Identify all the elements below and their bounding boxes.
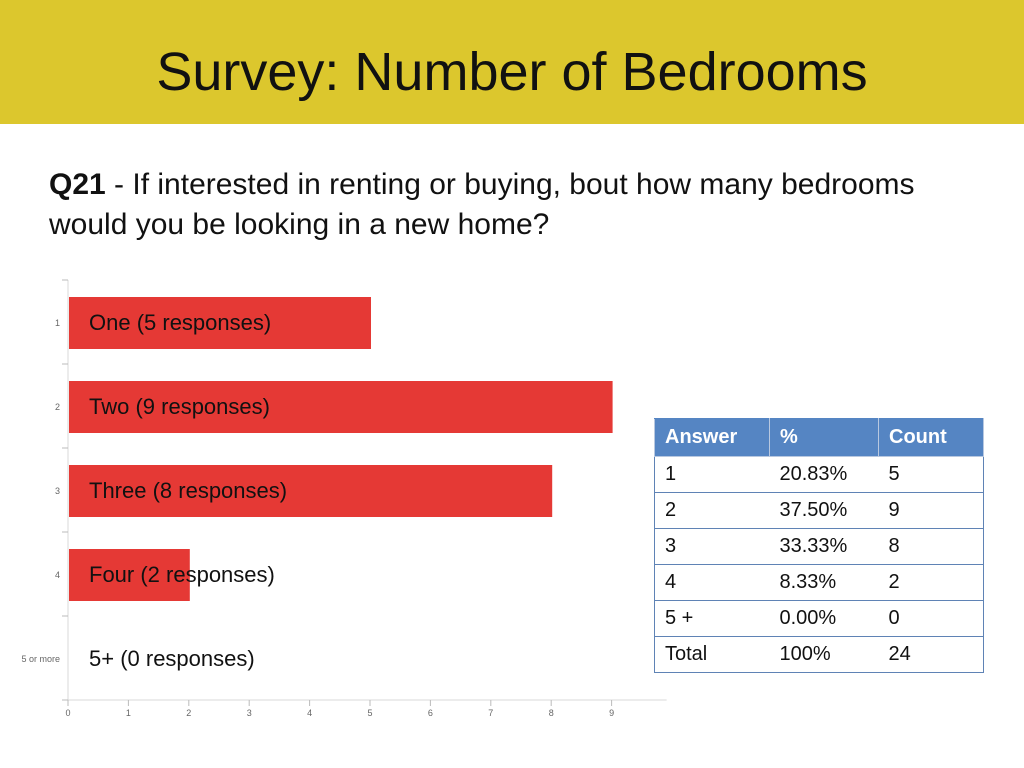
bar-label: 5+ (0 responses)	[89, 646, 255, 671]
cell-answer: Total	[654, 636, 770, 673]
cell-answer: 3	[654, 528, 770, 565]
cell-percent: 0.00%	[769, 600, 879, 637]
title-bar	[0, 0, 1024, 124]
y-tick-label: 4	[55, 570, 60, 580]
cell-percent: 20.83%	[769, 456, 879, 493]
x-tick-label: 7	[488, 708, 493, 718]
table-header-row: Answer % Count	[654, 418, 984, 457]
cell-count: 2	[878, 564, 984, 601]
y-tick-label: 2	[55, 402, 60, 412]
column-header-answer: Answer	[654, 418, 770, 457]
y-tick-label: 1	[55, 318, 60, 328]
bar-label: Two (9 responses)	[89, 394, 270, 419]
bar	[69, 297, 371, 349]
bar	[69, 549, 190, 601]
bar	[69, 381, 613, 433]
cell-count: 24	[878, 636, 984, 673]
table-row: 1 20.83% 5	[654, 456, 984, 493]
bar-chart: 1 One (5 responses) 2 Two (9 responses) 3 Thr…	[21, 279, 667, 718]
question-body: - If interested in renting or buying, bo…	[49, 168, 915, 241]
x-tick-label: 6	[428, 708, 433, 718]
cell-count: 9	[878, 492, 984, 529]
page-title: Survey: Number of Bedrooms	[156, 42, 868, 102]
cell-answer: 1	[654, 456, 770, 493]
x-tick-label: 2	[186, 708, 191, 718]
bar-label: Four (2 responses)	[89, 562, 275, 587]
cell-percent: 100%	[769, 636, 879, 673]
y-tick-label: 5 or more	[21, 654, 60, 664]
cell-percent: 37.50%	[769, 492, 879, 529]
bar-label: Three (8 responses)	[89, 478, 287, 503]
table-row: 2 37.50% 9	[654, 492, 984, 529]
table-row: 3 33.33% 8	[654, 528, 984, 565]
question-text: Q21 - If interested in renting or buying…	[49, 165, 949, 245]
question-id: Q21	[49, 168, 106, 201]
x-tick-label: 8	[549, 708, 554, 718]
x-tick-label: 9	[609, 708, 614, 718]
table-row: 5 + 0.00% 0	[654, 600, 984, 637]
results-table: Answer % Count 1 20.83% 5 2 37.50% 9 3 3…	[654, 418, 984, 673]
cell-answer: 2	[654, 492, 770, 529]
x-tick-label: 1	[126, 708, 131, 718]
column-header-percent: %	[769, 418, 879, 457]
cell-count: 5	[878, 456, 984, 493]
x-tick-label: 4	[307, 708, 312, 718]
column-header-count: Count	[878, 418, 984, 457]
cell-percent: 8.33%	[769, 564, 879, 601]
bar-label: One (5 responses)	[89, 310, 271, 335]
cell-answer: 5 +	[654, 600, 770, 637]
cell-answer: 4	[654, 564, 770, 601]
table-row: Total 100% 24	[654, 636, 984, 673]
x-tick-label: 3	[247, 708, 252, 718]
table-row: 4 8.33% 2	[654, 564, 984, 601]
bar	[69, 465, 553, 517]
y-tick-label: 3	[55, 486, 60, 496]
x-tick-label: 0	[65, 708, 70, 718]
x-tick-label: 5	[367, 708, 372, 718]
cell-count: 0	[878, 600, 984, 637]
cell-count: 8	[878, 528, 984, 565]
cell-percent: 33.33%	[769, 528, 879, 565]
